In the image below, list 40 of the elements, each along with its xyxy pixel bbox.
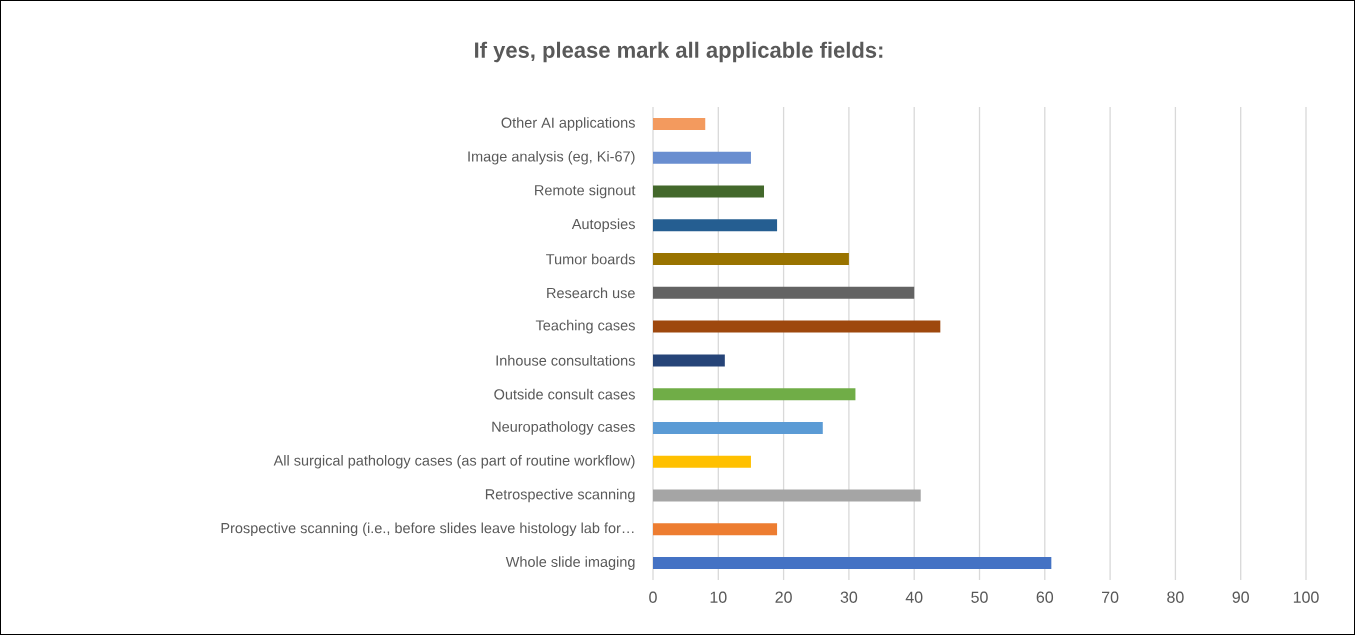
bar	[653, 219, 778, 232]
y-tick-label: Autopsies	[571, 218, 635, 233]
bar	[653, 557, 1052, 570]
bar	[653, 320, 941, 333]
bar	[653, 151, 751, 164]
x-tick-label: 40	[905, 591, 923, 603]
y-tick-label: Other AI applications	[501, 117, 635, 131]
bar	[653, 421, 823, 434]
y-tick-label: All surgical pathology cases (as part of routine workflow)	[273, 455, 635, 469]
x-tick-label: 80	[1167, 591, 1184, 603]
bar	[653, 489, 921, 502]
y-tick-label: Retrospective scanning	[485, 488, 635, 503]
x-tick-label: 90	[1232, 591, 1249, 603]
x-tick-label: 0	[649, 591, 657, 603]
x-tick-label: 60	[1036, 591, 1054, 603]
y-tick-label: Whole slide imaging	[505, 556, 635, 570]
bar	[653, 117, 706, 130]
x-tick-label: 10	[710, 591, 727, 603]
bar	[653, 388, 856, 401]
bar	[653, 523, 778, 536]
x-tick-label: 30	[840, 591, 858, 603]
y-tick-label: Image analysis (eg, Ki-67)	[468, 150, 635, 165]
y-tick-label: Neuropathology cases	[492, 421, 635, 435]
bar	[653, 286, 915, 299]
y-tick-label: Outside consult cases	[494, 388, 635, 400]
y-tick-label: Research use	[547, 287, 635, 299]
bar	[653, 455, 751, 468]
y-tick-label: Tumor boards	[546, 253, 635, 265]
y-tick-label: Prospective scanning (i.e., before slides leave histology lab for…	[221, 522, 634, 537]
x-tick-label: 50	[971, 591, 988, 603]
bar	[653, 185, 765, 198]
bar	[653, 354, 725, 367]
y-tick-label: Remote signout	[535, 184, 636, 199]
chart-title: If yes, please mark all applicable fields:	[475, 41, 883, 63]
x-tick-label: 70	[1102, 591, 1119, 603]
y-tick-label: Inhouse consultations	[496, 355, 635, 366]
x-tick-label: 100	[1293, 591, 1319, 603]
bar	[653, 253, 849, 266]
x-tick-label: 20	[775, 591, 792, 603]
y-tick-label: Teaching cases	[535, 319, 635, 334]
